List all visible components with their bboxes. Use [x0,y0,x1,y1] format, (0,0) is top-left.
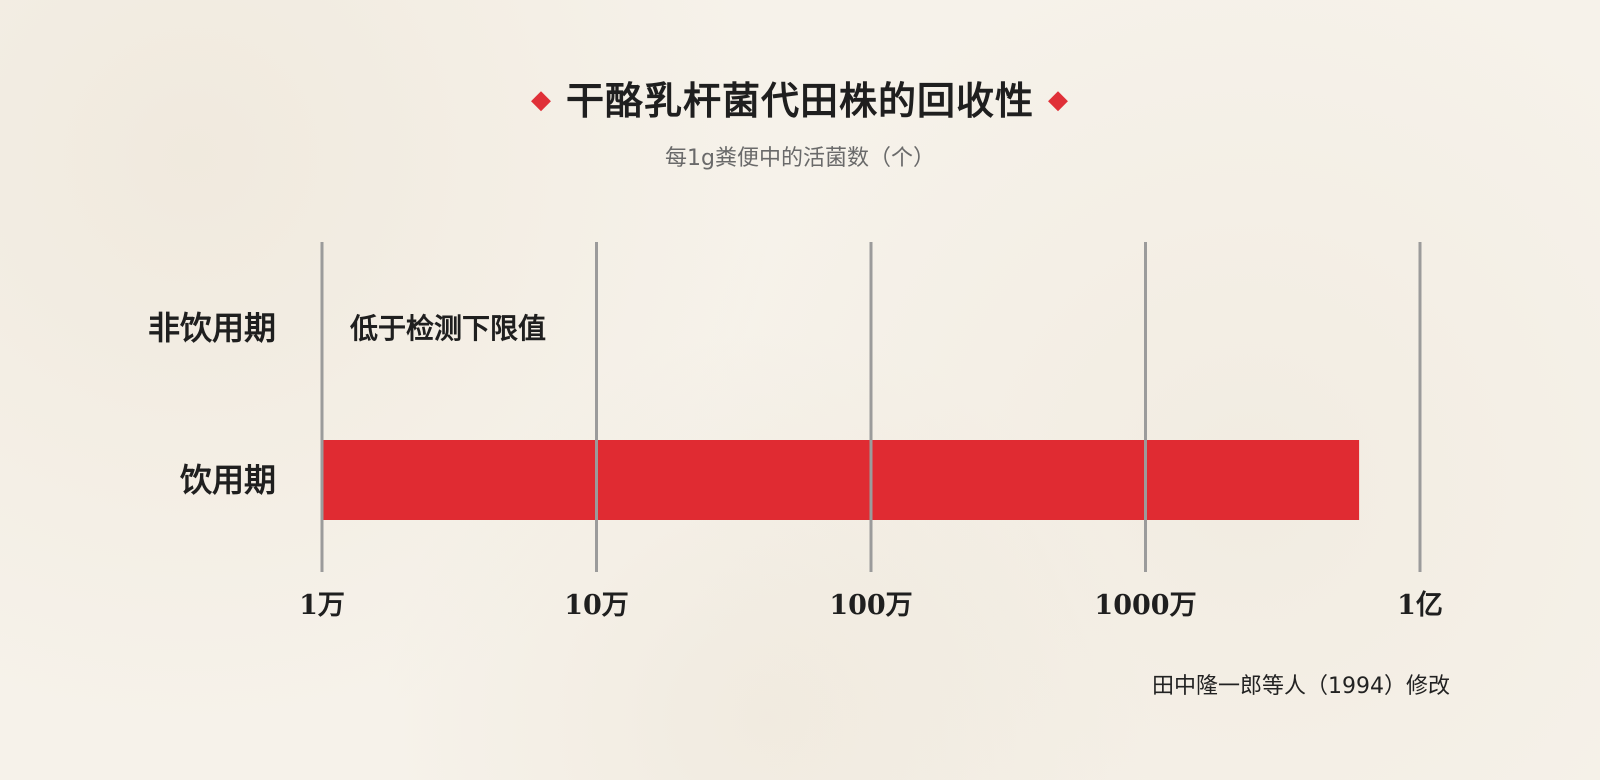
category-label-1: 饮用期 [180,461,276,499]
tick-label-0: 1万 [299,590,345,621]
annotation-0: 低于检测下限值 [349,312,546,345]
tick-label-2: 100万 [829,590,912,621]
chart-title: 干酪乳杆菌代田株的回收性 [565,78,1034,123]
diamond-icon-left: ◆ [530,85,552,115]
tick-label-1: 10万 [564,590,629,621]
tick-label-3: 1000万 [1094,590,1196,621]
bar-1 [322,440,1360,520]
source-note: 田中隆一郎等人（1994）修改 [1152,674,1450,699]
chart-subtitle: 每1g粪便中的活菌数（个） [665,146,935,171]
chart-title-row: ◆ 干酪乳杆菌代田株的回收性 ◆ [0,70,1600,125]
tick-label-4: 1亿 [1397,590,1443,621]
category-label-0: 非饮用期 [148,309,276,347]
diamond-icon-right: ◆ [1048,85,1069,115]
